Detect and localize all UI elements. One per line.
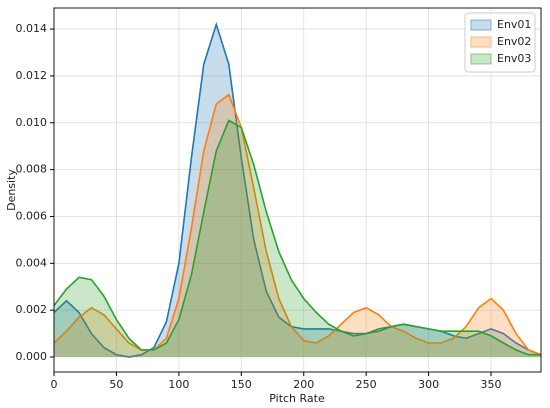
y-tick-label: 0.004 bbox=[16, 256, 48, 269]
x-tick-label: 200 bbox=[293, 378, 314, 391]
legend-label: Env03 bbox=[497, 52, 531, 65]
legend-swatch bbox=[470, 53, 492, 65]
x-tick-label: 250 bbox=[356, 378, 377, 391]
x-axis-label: Pitch Rate bbox=[269, 392, 325, 405]
y-tick-label: 0.012 bbox=[16, 69, 48, 82]
legend-swatch bbox=[470, 19, 492, 31]
plot-frame bbox=[53, 7, 542, 373]
x-tick-label: 100 bbox=[168, 378, 189, 391]
y-axis-label: Density bbox=[5, 169, 18, 211]
legend-label: Env02 bbox=[497, 35, 531, 48]
density-area bbox=[54, 120, 541, 358]
areas bbox=[53, 21, 542, 358]
y-tick-label: 0.006 bbox=[16, 209, 48, 222]
legend-box bbox=[464, 12, 536, 73]
density-line bbox=[53, 21, 542, 358]
legend: Env01 Env02 Env03 bbox=[464, 12, 536, 73]
y-tick-label: 0.002 bbox=[16, 303, 48, 316]
grid bbox=[53, 8, 541, 372]
density-area bbox=[54, 94, 541, 358]
x-tick-label: 150 bbox=[231, 378, 252, 391]
y-tick-label: 0.000 bbox=[16, 350, 48, 363]
y-tick-label: 0.014 bbox=[16, 22, 48, 35]
x-tick-label: 50 bbox=[109, 378, 123, 391]
legend-swatch bbox=[470, 36, 492, 48]
density-line bbox=[53, 93, 542, 356]
legend-label: Env01 bbox=[497, 18, 531, 31]
ticks: 0 50 100 150 200 250 300 350 0.000 0.002 0.004 0.00… bbox=[16, 22, 502, 391]
x-tick-label: 0 bbox=[51, 378, 58, 391]
x-tick-label: 350 bbox=[481, 378, 502, 391]
x-tick-label: 300 bbox=[418, 378, 439, 391]
y-tick-label: 0.008 bbox=[16, 163, 48, 176]
y-tick-label: 0.010 bbox=[16, 116, 48, 129]
density-line bbox=[53, 119, 541, 356]
